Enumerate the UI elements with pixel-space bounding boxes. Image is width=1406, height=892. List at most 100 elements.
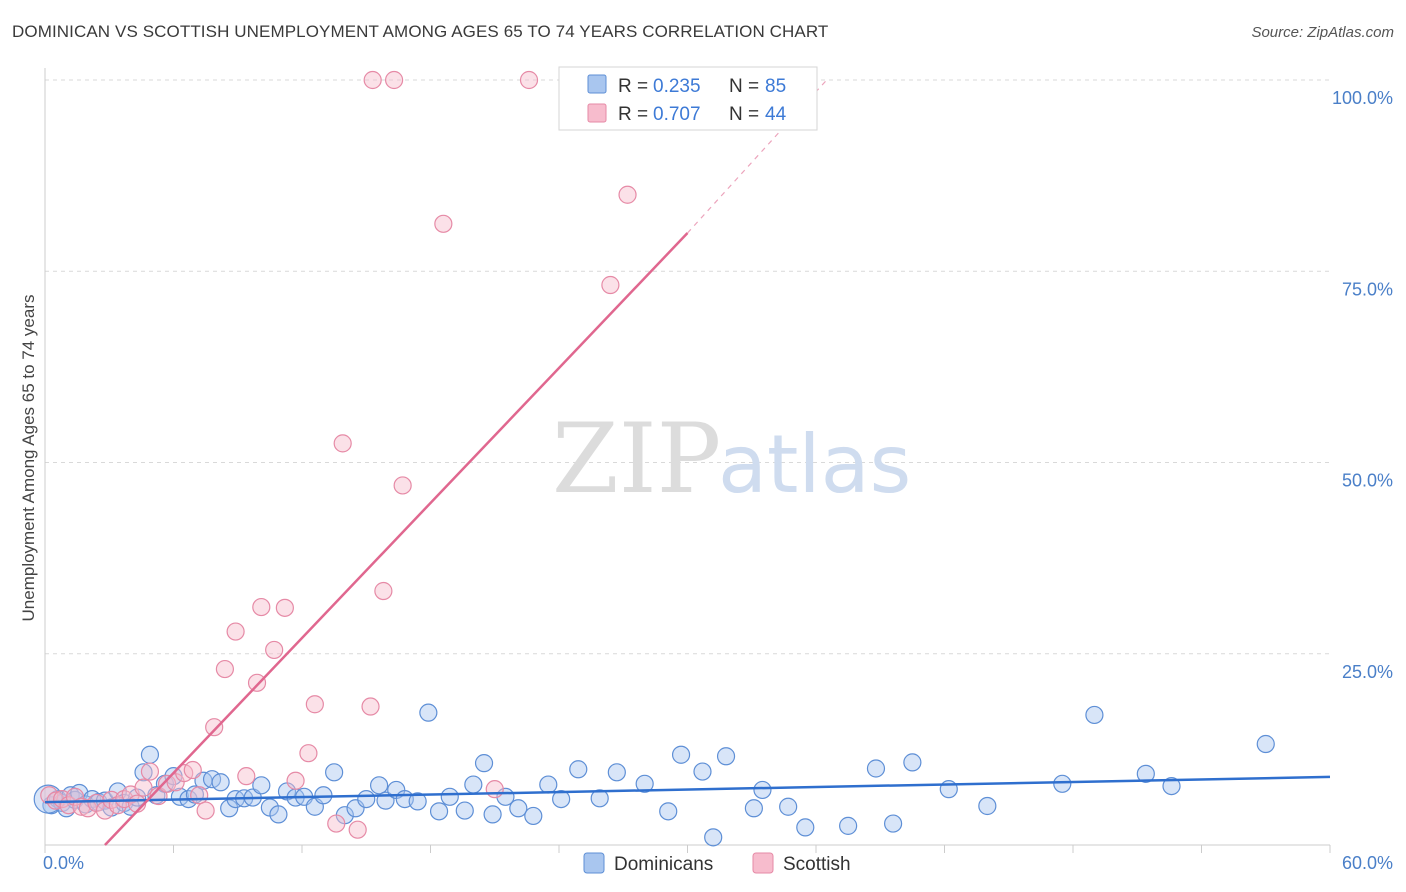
scottish-point-25 bbox=[226, 622, 245, 641]
legend-n-value-scottish: 44 bbox=[765, 104, 787, 125]
tick-labels: 25.0% 50.0% 75.0% 100.0% 0.0% 60.0% bbox=[43, 88, 1393, 873]
scottish-point-41 bbox=[485, 780, 504, 799]
dominicans-point-79 bbox=[1053, 774, 1072, 793]
legend-n-value-dominicans: 85 bbox=[765, 76, 786, 97]
scottish-point-34 bbox=[327, 814, 346, 833]
legend-n-label-scottish: N = bbox=[729, 104, 759, 125]
dominicans-point-49 bbox=[429, 802, 449, 821]
dominicans-point-74 bbox=[866, 759, 886, 778]
grid-lines bbox=[45, 79, 1330, 655]
scottish-point-46 bbox=[519, 70, 539, 90]
dominicans-point-17 bbox=[140, 745, 160, 764]
dominicans-point-62 bbox=[607, 763, 626, 782]
legend-box: R = 0.235 N = 85 R = 0.707 N = 44 bbox=[558, 66, 818, 131]
chart-source: Source: ZipAtlas.com bbox=[1251, 24, 1394, 41]
dominicans-point-64 bbox=[659, 802, 678, 821]
dominicans-point-63 bbox=[635, 774, 654, 793]
y-tick-label-3: 100.0% bbox=[1332, 88, 1393, 108]
dominicans-point-59 bbox=[552, 789, 571, 809]
bottom-legend: Dominicans Scottish bbox=[583, 852, 851, 875]
legend-swatch-scottish bbox=[587, 103, 607, 123]
scottish-point-33 bbox=[305, 695, 324, 714]
scottish-trend-line bbox=[104, 232, 689, 846]
dominicans-point-51 bbox=[455, 801, 474, 820]
scottish-point-21 bbox=[190, 786, 209, 805]
scottish-point-14 bbox=[134, 778, 153, 797]
scottish-point-45 bbox=[384, 70, 404, 90]
scottish-point-26 bbox=[237, 767, 256, 786]
dominicans-point-65 bbox=[671, 745, 691, 764]
chart-title: DOMINICAN VS SCOTTISH UNEMPLOYMENT AMONG… bbox=[12, 22, 829, 41]
scottish-point-42 bbox=[601, 275, 620, 295]
dominicans-point-70 bbox=[753, 780, 772, 800]
scottish-point-20 bbox=[183, 760, 202, 780]
scottish-point-15 bbox=[140, 762, 160, 781]
bottom-legend-dominicans: Dominicans bbox=[614, 854, 713, 875]
dominicans-point-69 bbox=[744, 799, 763, 818]
x-tick-label-0: 0.0% bbox=[43, 853, 84, 873]
dominicans-point-60 bbox=[569, 760, 588, 779]
dominicans-point-43 bbox=[370, 776, 389, 795]
scottish-point-37 bbox=[361, 697, 380, 716]
dominicans-point-72 bbox=[796, 818, 815, 837]
scottish-point-27 bbox=[247, 673, 267, 692]
dominicans-point-61 bbox=[590, 789, 609, 808]
y-tick-label-1: 50.0% bbox=[1342, 471, 1393, 491]
dominicans-point-82 bbox=[1162, 776, 1181, 796]
scottish-point-44 bbox=[363, 70, 382, 90]
dominicans-point-56 bbox=[509, 799, 528, 818]
legend-r-label-dominicans: R = bbox=[618, 76, 648, 97]
scottish-point-30 bbox=[275, 598, 294, 617]
dominicans-point-75 bbox=[883, 814, 903, 833]
scottish-point-31 bbox=[286, 771, 305, 790]
scottish-point-38 bbox=[374, 581, 393, 601]
dominicans-point-54 bbox=[483, 805, 502, 824]
scottish-point-39 bbox=[393, 476, 412, 495]
dominicans-point-68 bbox=[716, 747, 736, 766]
scottish-point-40 bbox=[434, 214, 453, 233]
dominicans-point-80 bbox=[1085, 705, 1104, 725]
dominicans-point-71 bbox=[779, 797, 798, 816]
x-tick-label-1: 60.0% bbox=[1342, 853, 1393, 873]
watermark: ZIP atlas bbox=[552, 403, 911, 515]
dominicans-point-66 bbox=[693, 762, 712, 781]
scottish-point-36 bbox=[348, 820, 367, 839]
dominicans-point-76 bbox=[903, 753, 922, 772]
watermark-zip: ZIP bbox=[552, 403, 721, 515]
dominicans-point-50 bbox=[440, 787, 459, 806]
dominicans-point-26 bbox=[211, 773, 230, 792]
legend-r-value-scottish: 0.707 bbox=[653, 104, 701, 125]
dominicans-point-58 bbox=[539, 775, 558, 794]
dominicans-point-52 bbox=[464, 775, 483, 794]
scottish-points bbox=[40, 70, 637, 839]
axes bbox=[44, 68, 1331, 853]
bottom-legend-swatch-dominicans bbox=[583, 852, 605, 874]
y-tick-label-2: 75.0% bbox=[1342, 279, 1393, 299]
dominicans-point-47 bbox=[408, 792, 427, 811]
dominicans-point-31 bbox=[252, 776, 271, 795]
scottish-point-28 bbox=[252, 597, 271, 617]
dominicans-point-73 bbox=[839, 816, 858, 835]
watermark-atlas: atlas bbox=[718, 418, 911, 511]
scottish-point-35 bbox=[333, 434, 352, 453]
dominicans-point-78 bbox=[978, 796, 997, 816]
dominicans-points bbox=[33, 703, 1275, 847]
y-tick-label-0: 25.0% bbox=[1342, 662, 1393, 682]
dominicans-trend-line bbox=[44, 775, 1331, 804]
scottish-point-22 bbox=[196, 801, 215, 820]
dominicans-point-39 bbox=[325, 763, 344, 782]
legend-swatch-dominicans bbox=[587, 74, 607, 94]
scottish-point-32 bbox=[299, 744, 318, 763]
dominicans-point-57 bbox=[524, 806, 543, 826]
legend-r-value-dominicans: 0.235 bbox=[653, 76, 701, 97]
legend-r-label-scottish: R = bbox=[618, 104, 648, 125]
dominicans-point-38 bbox=[314, 786, 333, 805]
dominicans-point-48 bbox=[419, 703, 438, 722]
dominicans-point-81 bbox=[1136, 764, 1155, 783]
legend-n-label-dominicans: N = bbox=[729, 76, 759, 97]
dominicans-point-53 bbox=[474, 754, 494, 773]
dominicans-point-67 bbox=[704, 828, 723, 847]
bottom-legend-scottish: Scottish bbox=[783, 854, 851, 875]
dominicans-point-83 bbox=[1256, 734, 1275, 754]
dominicans-point-33 bbox=[269, 805, 288, 824]
